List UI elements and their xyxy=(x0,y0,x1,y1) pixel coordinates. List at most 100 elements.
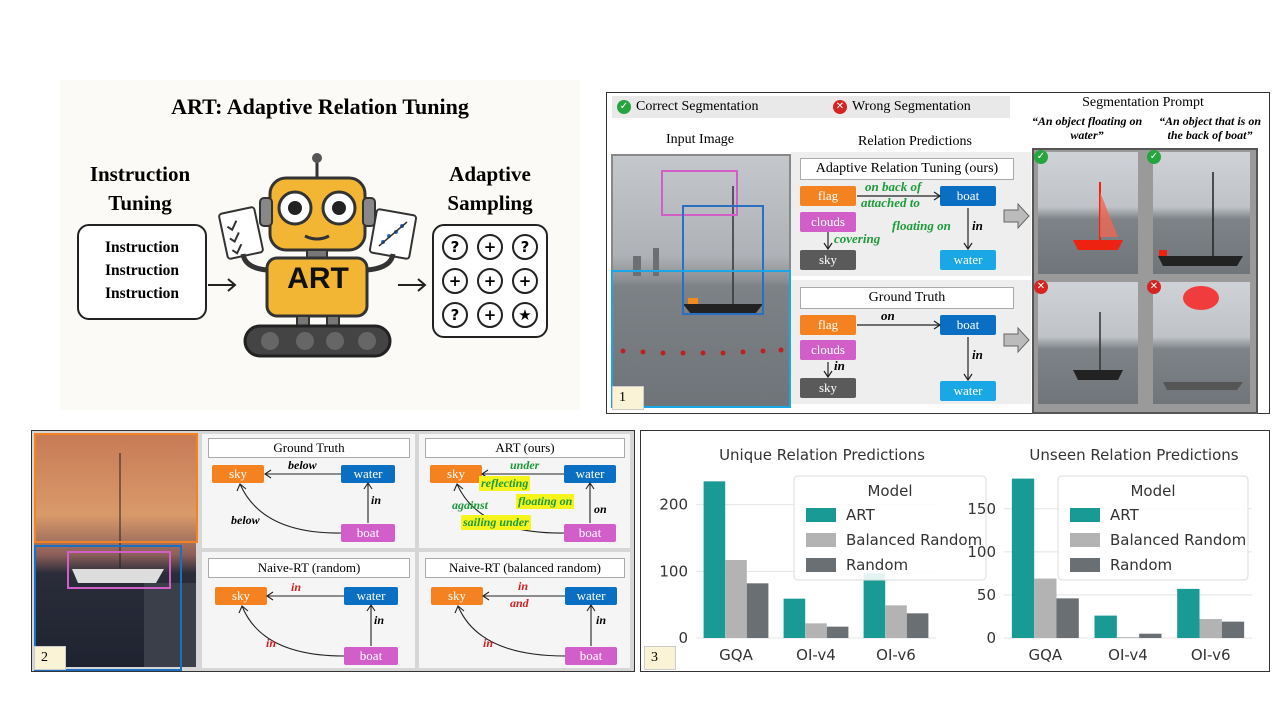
rel-and: and xyxy=(510,596,529,610)
star-symbol-icon: ★ xyxy=(512,302,538,328)
x-tick-label: OI-v6 xyxy=(1191,646,1231,664)
cross-icon: ✕ xyxy=(1147,280,1161,294)
check-icon: ✓ xyxy=(1147,150,1161,164)
bar-balanced-random xyxy=(725,560,747,638)
node-boat: boat xyxy=(564,524,616,542)
rel-on-back-of: on back of xyxy=(865,179,922,194)
legend-swatch xyxy=(806,558,836,572)
art-robot-illustration xyxy=(218,153,418,358)
rel-in: in xyxy=(483,636,494,650)
rel-against: against xyxy=(452,498,489,512)
overview-title: ART: Adaptive Relation Tuning xyxy=(171,94,469,119)
rel-floating-on: floating on xyxy=(516,494,575,509)
robot-art-label: ART xyxy=(287,262,349,295)
x-tick-label: OI-v4 xyxy=(796,646,836,664)
plus-symbol-icon: + xyxy=(477,268,503,294)
legend-correct-label: Correct Segmentation xyxy=(636,99,759,114)
check-icon: ✓ xyxy=(1034,150,1048,164)
relation-predictions-label: Relation Predictions xyxy=(858,134,972,149)
gt-result-on-back xyxy=(1153,282,1250,404)
art-graph-edges xyxy=(823,191,973,251)
plus-symbol-icon: + xyxy=(512,268,538,294)
prompt-left: “An object floating on water” xyxy=(1031,114,1143,142)
naive-random-title: Naive-RT (random) xyxy=(208,558,410,578)
art-subpanel-title: ART (ours) xyxy=(425,438,625,458)
legend-swatch xyxy=(1070,558,1100,572)
node-clouds: clouds xyxy=(800,212,856,232)
panel-number-1: 1 xyxy=(612,386,644,410)
y-tick-label: 150 xyxy=(967,500,996,518)
rel-in: in xyxy=(374,613,385,627)
plus-symbol-icon: + xyxy=(442,268,468,294)
cross-icon: ✕ xyxy=(1034,280,1048,294)
node-sky: sky xyxy=(212,465,264,483)
bar-art xyxy=(703,481,726,638)
legend-wrong-label: Wrong Segmentation xyxy=(852,99,971,114)
plus-symbol-icon: + xyxy=(477,302,503,328)
bar-art xyxy=(1011,478,1035,638)
node-flag: flag xyxy=(800,315,856,335)
rel-in: in xyxy=(834,358,845,373)
question-symbol-icon: ? xyxy=(442,302,468,328)
naive-balanced-title: Naive-RT (balanced random) xyxy=(425,558,625,578)
rel-attached-to: attached to xyxy=(861,195,920,210)
legend-swatch xyxy=(1070,508,1100,522)
chart-title: Unseen Relation Predictions xyxy=(1029,446,1238,464)
node-sky: sky xyxy=(800,250,856,270)
legend-label: ART xyxy=(1110,506,1140,524)
water-bbox xyxy=(611,270,791,408)
adaptive-sampling-header: Adaptive Sampling xyxy=(447,162,533,215)
bar-art xyxy=(1177,588,1200,638)
panel-number-2: 2 xyxy=(34,646,66,670)
node-water: water xyxy=(940,381,996,401)
input-image xyxy=(611,154,791,408)
node-sky: sky xyxy=(431,587,483,605)
bar-random xyxy=(826,626,849,638)
rel-in: in xyxy=(266,636,277,650)
bar-random xyxy=(1221,621,1245,638)
bar-random xyxy=(906,613,929,638)
rel-sailing-under: sailing under xyxy=(461,515,531,530)
rel-under: under xyxy=(510,458,540,472)
boat-bbox xyxy=(682,205,764,315)
legend-swatch xyxy=(806,508,836,522)
node-sky: sky xyxy=(430,465,482,483)
gt-graph-edges xyxy=(823,320,973,382)
art-result-floating xyxy=(1038,152,1138,274)
flag-bbox xyxy=(661,170,738,216)
node-boat: boat xyxy=(940,186,996,206)
gt-box-title: Ground Truth xyxy=(800,287,1014,309)
bar-art xyxy=(863,573,886,638)
plus-symbol-icon: + xyxy=(477,234,503,260)
art-result-on-back xyxy=(1153,152,1250,274)
rel-in: in xyxy=(972,347,983,362)
rel-below: below xyxy=(288,458,317,472)
gt-result-floating xyxy=(1038,282,1138,404)
rel-in: in xyxy=(972,218,983,233)
legend-title: Model xyxy=(867,482,912,500)
rel-below: below xyxy=(231,513,260,527)
rel-on: on xyxy=(594,502,607,516)
node-boat: boat xyxy=(940,315,996,335)
input-image-label: Input Image xyxy=(665,132,735,147)
legend-bar xyxy=(612,96,1010,118)
instruction-box: Instruction Instruction Instruction xyxy=(77,224,207,320)
node-sky: sky xyxy=(800,378,856,398)
chart-title: Unique Relation Predictions xyxy=(719,446,925,464)
node-boat: boat xyxy=(344,647,398,665)
art-edges xyxy=(453,469,595,534)
question-symbol-icon: ? xyxy=(442,234,468,260)
legend-label: Balanced Random xyxy=(1110,531,1246,549)
bar-random xyxy=(746,583,769,638)
instruction-line: Instruction xyxy=(104,262,180,279)
rel-covering: covering xyxy=(834,231,881,246)
sky-bbox xyxy=(34,433,198,543)
rel-reflecting: reflecting xyxy=(479,476,531,491)
check-icon: ✓ xyxy=(617,100,631,114)
y-tick-label: 50 xyxy=(977,586,996,604)
y-tick-label: 200 xyxy=(659,496,688,514)
x-tick-label: GQA xyxy=(719,646,753,664)
rel-in: in xyxy=(518,579,529,593)
bar-balanced-random xyxy=(805,623,827,638)
instruction-line: Instruction xyxy=(104,239,180,256)
